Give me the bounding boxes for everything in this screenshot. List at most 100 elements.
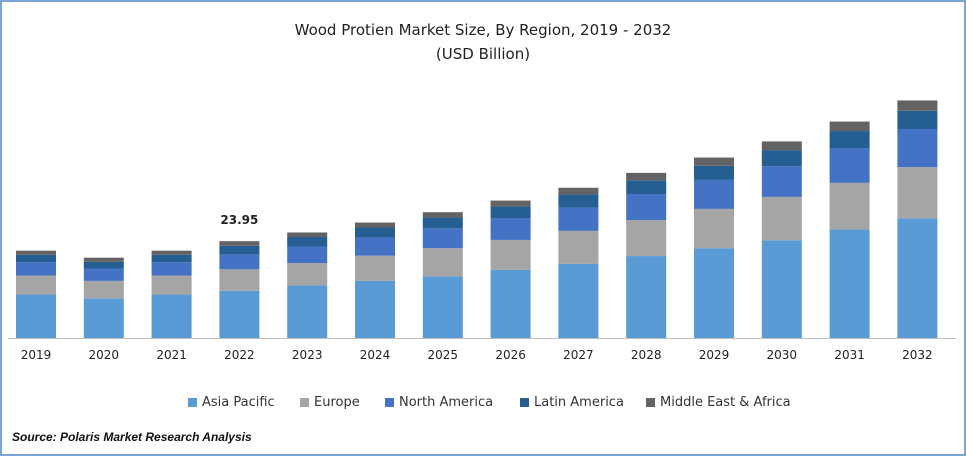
legend-item-asia-pacific: Asia Pacific — [188, 395, 275, 410]
bar-segment-2030-europe — [761, 196, 802, 241]
bar-segment-2025-north-america — [422, 228, 463, 249]
data-label: 23.95 — [220, 213, 258, 227]
bar-segment-2030-north-america — [761, 166, 802, 197]
x-tick-label: 2023 — [292, 348, 323, 362]
bar-segment-2032-latin-america — [897, 110, 938, 130]
bar-segment-2022-middle-east-africa — [219, 241, 260, 246]
bar-segment-2024-latin-america — [355, 227, 395, 238]
bar-segment-2027-europe — [558, 230, 599, 264]
bar-segment-2021-middle-east-africa — [151, 250, 192, 255]
bar-segment-2026-middle-east-africa — [490, 200, 531, 207]
bar-segment-2020-middle-east-africa — [83, 257, 124, 262]
bar-segment-2020-europe — [83, 280, 124, 299]
legend-item-middle-east-africa: Middle East & Africa — [646, 395, 791, 410]
bar-segment-2025-asia-pacific — [422, 276, 463, 338]
x-tick-label: 2020 — [89, 348, 120, 362]
bar-segment-2020-asia-pacific — [83, 298, 124, 338]
bar-segment-2025-europe — [422, 248, 463, 277]
bar-segment-2029-europe — [694, 208, 734, 249]
bar-segment-2026-europe — [490, 239, 531, 270]
bar-segment-2020-north-america — [83, 268, 124, 281]
bar-segment-2024-middle-east-africa — [355, 222, 395, 228]
legend-item-europe: Europe — [300, 395, 360, 410]
bar-segment-2027-middle-east-africa — [558, 187, 599, 195]
bar-segment-2029-asia-pacific — [694, 248, 734, 338]
bar-segment-2030-asia-pacific — [761, 240, 802, 338]
x-tick-label: 2027 — [563, 348, 594, 362]
x-tick-label: 2030 — [767, 348, 798, 362]
source-note: Source: Polaris Market Research Analysis — [12, 430, 252, 444]
legend-item-north-america: North America — [385, 395, 493, 410]
x-tick-label: 2026 — [495, 348, 526, 362]
bar-segment-2026-asia-pacific — [490, 269, 531, 338]
x-tick-label: 2019 — [21, 348, 52, 362]
bar-segment-2031-north-america — [829, 148, 870, 183]
bar-segment-2028-middle-east-africa — [626, 172, 667, 181]
bar-segment-2021-north-america — [151, 262, 192, 276]
x-tick-label: 2025 — [428, 348, 459, 362]
bar-segment-2031-latin-america — [829, 131, 870, 149]
bar-segment-2022-asia-pacific — [219, 290, 260, 338]
bar-segment-2022-europe — [219, 269, 260, 291]
bar-segment-2031-asia-pacific — [829, 229, 870, 338]
legend-swatch — [300, 398, 309, 407]
bar-segment-2028-north-america — [626, 193, 667, 221]
bar-segment-2032-asia-pacific — [897, 218, 938, 338]
bar-segment-2022-north-america — [219, 254, 260, 270]
bar-segment-2021-europe — [151, 275, 192, 295]
bar-segment-2023-latin-america — [287, 237, 328, 247]
bar-segment-2023-europe — [287, 263, 328, 286]
x-tick-label: 2031 — [834, 348, 865, 362]
legend-swatch — [188, 398, 197, 407]
bar-segment-2019-north-america — [16, 262, 56, 276]
legend-label: North America — [399, 395, 494, 410]
chart-subtitle: (USD Billion) — [435, 45, 531, 63]
bar-segment-2032-north-america — [897, 129, 938, 168]
bar-segment-2023-middle-east-africa — [287, 232, 328, 238]
bar-segment-2026-north-america — [490, 217, 531, 240]
x-tick-label: 2032 — [902, 348, 933, 362]
bar-segment-2027-north-america — [558, 207, 599, 231]
bar-segment-2030-middle-east-africa — [761, 141, 802, 151]
bar-segment-2027-latin-america — [558, 194, 599, 208]
legend-label: Asia Pacific — [202, 395, 275, 410]
bar-segment-2024-europe — [355, 255, 395, 281]
x-tick-label: 2022 — [224, 348, 255, 362]
legend-label: Middle East & Africa — [660, 395, 791, 410]
bar-segment-2025-latin-america — [422, 217, 463, 229]
bar-segment-2029-latin-america — [694, 165, 734, 180]
bar-segment-2028-latin-america — [626, 180, 667, 194]
bar-segment-2019-latin-america — [16, 254, 56, 263]
bar-segment-2023-asia-pacific — [287, 285, 328, 338]
bar-segment-2025-middle-east-africa — [422, 212, 463, 218]
x-tick-label: 2021 — [156, 348, 187, 362]
bar-segment-2024-north-america — [355, 237, 395, 256]
bar-segment-2027-asia-pacific — [558, 263, 599, 338]
bar-segment-2029-middle-east-africa — [694, 157, 734, 166]
bar-segment-2031-europe — [829, 182, 870, 230]
bar-segment-2026-latin-america — [490, 206, 531, 218]
x-tick-label: 2028 — [631, 348, 662, 362]
bar-segment-2019-europe — [16, 275, 56, 295]
bar-segment-2028-asia-pacific — [626, 256, 667, 338]
bar-segment-2019-asia-pacific — [16, 294, 56, 338]
legend-label: Europe — [314, 395, 360, 410]
bar-segment-2022-latin-america — [219, 245, 260, 255]
bar-segment-2032-middle-east-africa — [897, 100, 938, 111]
bar-segment-2021-latin-america — [151, 254, 192, 263]
bar-segment-2028-europe — [626, 220, 667, 257]
bar-segment-2023-north-america — [287, 246, 328, 264]
bar-segment-2032-europe — [897, 167, 938, 219]
bar-segment-2031-middle-east-africa — [829, 121, 870, 132]
bar-segment-2024-asia-pacific — [355, 280, 395, 338]
x-tick-label: 2029 — [699, 348, 730, 362]
legend-swatch — [646, 398, 655, 407]
bar-segment-2019-middle-east-africa — [16, 250, 56, 255]
bar-segment-2021-asia-pacific — [151, 294, 192, 338]
x-tick-label: 2024 — [360, 348, 391, 362]
legend-label: Latin America — [534, 395, 624, 410]
legend-swatch — [520, 398, 529, 407]
legend-item-latin-america: Latin America — [520, 395, 624, 410]
